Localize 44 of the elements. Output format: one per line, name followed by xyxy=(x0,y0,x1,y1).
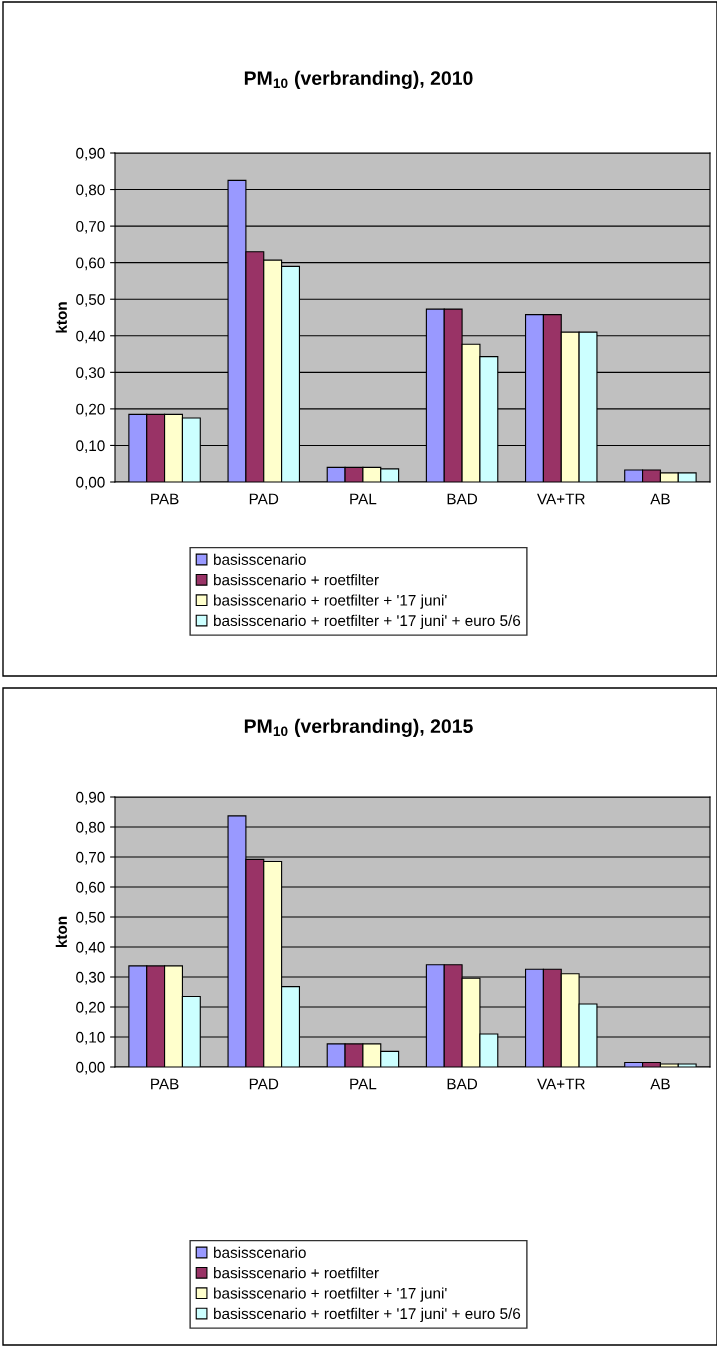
x-tick-label: VA+TR xyxy=(537,1078,585,1090)
y-axis-title: kton xyxy=(55,302,67,333)
x-tick-label: BAD xyxy=(447,1078,478,1090)
y-tick-label: 0,90 xyxy=(76,791,105,805)
legend-label: basisscenario + roetfilter + '17 juni' + euro 5/6 xyxy=(214,614,521,630)
x-tick-label: PAD xyxy=(249,1078,279,1090)
legend-label: basisscenario + roetfilter + '17 juni' + euro 5/6 xyxy=(214,1307,521,1323)
y-tick-label: 0,00 xyxy=(76,1061,105,1075)
y-tick-label: 0,20 xyxy=(76,403,105,417)
y-tick-label: 0,50 xyxy=(76,294,105,307)
y-axis-title: kton xyxy=(55,916,67,948)
x-tick-label: PAL xyxy=(350,493,377,505)
y-tick-label: 0,30 xyxy=(76,971,105,985)
y-tick-label: 0,30 xyxy=(76,367,105,380)
x-tick-label: AB xyxy=(650,1078,670,1090)
legend-label: basisscenario + roetfilter xyxy=(214,1267,379,1279)
y-tick-label: 0,10 xyxy=(76,1031,105,1045)
x-tick-label: BAD xyxy=(447,493,478,505)
y-tick-label: 0,60 xyxy=(76,881,105,895)
legend-label: basisscenario + roetfilter + '17 juni' xyxy=(214,1287,447,1302)
legend-label: basisscenario + roetfilter xyxy=(214,574,379,586)
chart-title: PM$_{10}$ (verbranding), 2015 xyxy=(244,718,473,737)
y-tick-label: 0,60 xyxy=(76,257,105,271)
x-tick-label: PAD xyxy=(249,493,279,505)
legend-label: basisscenario + roetfilter + '17 juni' xyxy=(214,594,447,609)
y-tick-label: 0,40 xyxy=(76,941,105,955)
legend-label: basisscenario xyxy=(214,1246,306,1258)
x-tick-label: PAB xyxy=(151,493,179,505)
y-tick-label: 0,20 xyxy=(76,1001,105,1015)
y-tick-label: 0,70 xyxy=(76,851,105,865)
x-tick-label: PAB xyxy=(151,1078,179,1090)
y-tick-label: 0,80 xyxy=(76,184,105,198)
y-tick-label: 0,00 xyxy=(76,476,105,490)
x-tick-label: AB xyxy=(650,493,670,505)
y-tick-label: 0,50 xyxy=(76,911,105,925)
x-tick-label: PAL xyxy=(350,1078,377,1090)
y-tick-label: 0,10 xyxy=(76,440,105,453)
y-tick-label: 0,90 xyxy=(76,147,105,161)
y-tick-label: 0,40 xyxy=(76,330,105,344)
y-tick-label: 0,70 xyxy=(76,220,105,234)
y-tick-label: 0,80 xyxy=(76,821,105,835)
x-tick-label: VA+TR xyxy=(537,493,585,505)
chart-title: PM$_{10}$ (verbranding), 2010 xyxy=(244,70,473,89)
legend-label: basisscenario xyxy=(214,553,306,565)
